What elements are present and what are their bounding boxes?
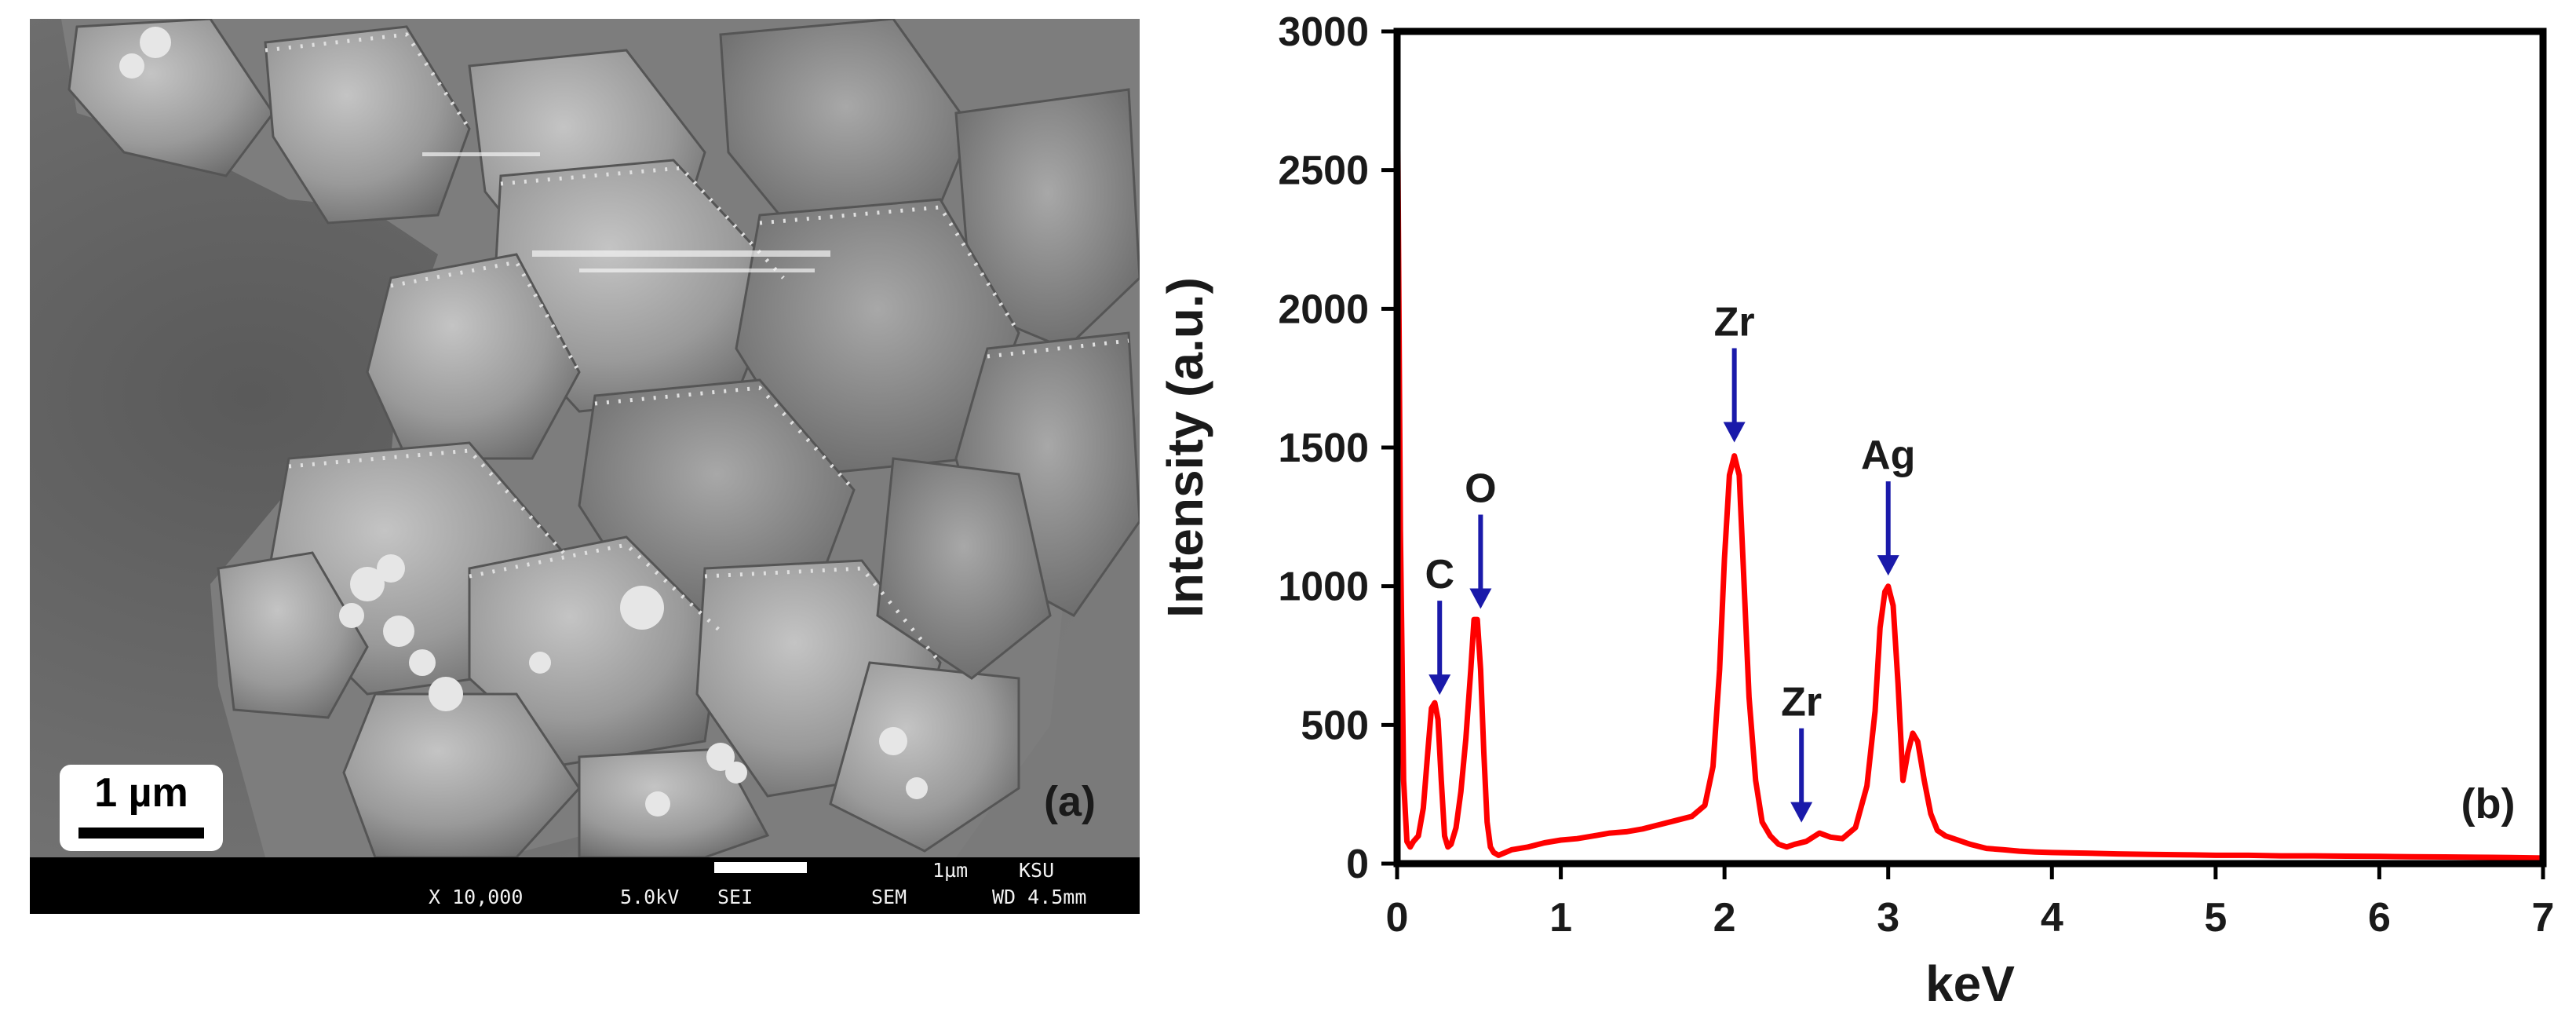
series-layer <box>1397 31 2543 861</box>
databar-mode: SEM <box>871 886 907 908</box>
y-tick-label: 1500 <box>1278 426 1369 471</box>
x-tick-label: 0 <box>1386 895 1409 941</box>
panel-b-label: (b) <box>2461 780 2516 828</box>
y-tick-label: 3000 <box>1278 9 1369 55</box>
peak-arrow-head <box>1723 422 1746 443</box>
y-tick-label: 2500 <box>1278 148 1369 194</box>
nanoparticle-clusters <box>119 27 928 817</box>
plot-frame <box>1393 27 2547 868</box>
y-axis-ticks: 0 500 1000 1500 2000 2500 3000 <box>1278 9 1397 887</box>
databar-voltage: 5.0kV <box>620 886 680 908</box>
databar-lab: KSU <box>1019 859 1055 882</box>
databar-working-distance: WD 4.5mm <box>992 886 1087 908</box>
scale-bar <box>78 828 204 838</box>
scale-bar-label: 1 µm <box>94 770 188 816</box>
sem-micrograph-picture <box>30 19 1140 857</box>
y-tick-label: 500 <box>1301 703 1369 748</box>
x-tick-label: 3 <box>1877 895 1899 941</box>
x-tick-label: 2 <box>1713 895 1736 941</box>
peak-arrow-head <box>1428 674 1451 696</box>
peak-label: C <box>1425 552 1454 597</box>
panel-a-label: (a) <box>1044 778 1096 825</box>
particle-decorated-edges <box>265 32 1129 664</box>
peak-arrow-head <box>1877 555 1899 576</box>
eds-spectrum-chart: 0 500 1000 1500 2000 2500 3000 0 1 2 3 4 5 6 7 CO Zr Zr… <box>1157 9 2555 1012</box>
x-tick-label: 6 <box>2368 895 2391 941</box>
peak-label: Ag <box>1861 433 1915 478</box>
databar-detector: SEI <box>717 886 753 908</box>
databar-magnification: X 10,000 <box>429 886 524 908</box>
peak-arrow-head <box>1469 588 1492 609</box>
peak-arrow-head <box>1790 802 1813 823</box>
scale-bar-box: 1 µm <box>60 765 223 851</box>
sem-micrograph-panel: 1 µm (a) 1µm KSU X 10,000 5.0kV SEI SEM … <box>30 19 1140 914</box>
eds-spectrum-line <box>1397 31 2543 861</box>
x-tick-label: 1 <box>1549 895 1572 941</box>
x-tick-label: 5 <box>2204 895 2227 941</box>
y-axis-title: Intensity (a.u.) <box>1157 277 1213 618</box>
sem-micrograph-image: 1 µm (a) <box>30 19 1140 857</box>
peak-label: Zr <box>1714 300 1755 345</box>
y-tick-label: 1000 <box>1278 564 1369 610</box>
x-axis-title: keV <box>1925 955 2015 1012</box>
peak-label: O <box>1465 466 1496 512</box>
x-tick-label: 4 <box>2041 895 2063 941</box>
crystal-cluster <box>68 19 1140 857</box>
y-tick-label: 2000 <box>1278 287 1369 332</box>
x-axis-ticks: 0 1 2 3 4 5 6 7 <box>1386 864 2555 941</box>
sem-databar: 1µm KSU X 10,000 5.0kV SEI SEM WD 4.5mm <box>30 857 1140 914</box>
x-tick-label: 7 <box>2532 895 2555 941</box>
peak-label: Zr <box>1781 680 1822 725</box>
databar-scale-marker <box>714 862 807 873</box>
databar-bar-size: 1µm <box>932 859 969 882</box>
y-tick-label: 0 <box>1346 842 1369 887</box>
peak-annotations: CO Zr Zr Ag <box>1425 300 1915 823</box>
